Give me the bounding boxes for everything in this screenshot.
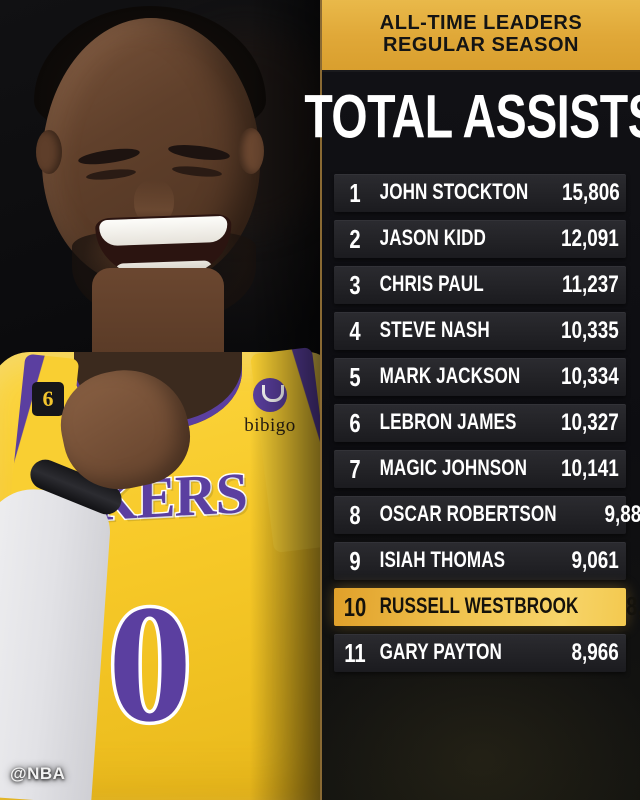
- row-rank: 5: [349, 361, 361, 392]
- row-assists-value: 9,061: [571, 547, 619, 574]
- row-player-name: OSCAR ROBERTSON: [379, 502, 557, 527]
- page-title: TOTAL ASSISTS: [304, 82, 640, 152]
- row-assists-value: 10,334: [560, 363, 619, 390]
- row-assists-value: 10,141: [560, 455, 619, 482]
- player-ear-left: [36, 130, 62, 174]
- row-rank: 6: [349, 407, 361, 438]
- row-assists-value: 8,967: [626, 591, 640, 621]
- sponsor-patch: bibigo: [222, 378, 318, 437]
- row-player-name: CHRIS PAUL: [379, 272, 484, 297]
- player-teeth-upper: [99, 215, 228, 247]
- leaderboard-list: 1 JOHN STOCKTON 15,806 2 JASON KIDD 12,091 3 CH…: [322, 162, 640, 672]
- row-rank: 2: [349, 223, 361, 254]
- row-player-name: MARK JACKSON: [379, 364, 521, 389]
- sponsor-label: bibigo: [244, 415, 296, 436]
- leaderboard-row: 9 ISIAH THOMAS 9,061: [334, 542, 626, 580]
- row-player-name: MAGIC JOHNSON: [379, 456, 528, 481]
- row-player-name: LEBRON JAMES: [379, 410, 517, 435]
- leaderboard-row: 11 GARY PAYTON 8,966: [334, 634, 626, 672]
- title-area: TOTAL ASSISTS: [304, 72, 640, 162]
- row-assists-value: 15,806: [562, 179, 621, 206]
- row-player-name: STEVE NASH: [379, 318, 490, 343]
- row-rank: 4: [349, 315, 361, 346]
- nba-watermark: @NBA: [10, 764, 66, 783]
- leaderboard-row: 8 OSCAR ROBERTSON 9,887: [334, 496, 640, 534]
- leaderboard-row: 3 CHRIS PAUL 11,237: [334, 266, 626, 304]
- row-rank: 11: [344, 637, 366, 668]
- row-player-name: JASON KIDD: [379, 226, 486, 251]
- banner-line-2: REGULAR SEASON: [383, 34, 579, 56]
- leaderboard-row: 10 RUSSELL WESTBROOK 8,967: [334, 588, 640, 626]
- row-rank: 8: [349, 499, 361, 530]
- leaderboard-row: 7 MAGIC JOHNSON 10,141: [334, 450, 626, 488]
- row-rank: 3: [349, 269, 361, 300]
- row-player-name: ISIAH THOMAS: [379, 548, 506, 573]
- row-assists-value: 10,327: [560, 409, 619, 436]
- row-rank: 1: [349, 177, 361, 208]
- row-rank: 7: [349, 453, 361, 484]
- banner-line-1: ALL-TIME LEADERS: [379, 12, 583, 35]
- memorial-patch-6: 6: [32, 382, 64, 416]
- row-player-name: GARY PAYTON: [379, 640, 502, 665]
- stats-panel: ALL-TIME LEADERS REGULAR SEASON TOTAL AS…: [304, 0, 640, 800]
- row-assists-value: 9,887: [604, 501, 640, 528]
- leaderboard-row: 5 MARK JACKSON 10,334: [334, 358, 626, 396]
- row-rank: 10: [343, 591, 367, 622]
- row-assists-value: 8,966: [571, 639, 619, 666]
- leaderboard-row: 2 JASON KIDD 12,091: [334, 220, 626, 258]
- bibigo-logo-icon: [253, 378, 287, 412]
- row-assists-value: 12,091: [560, 225, 619, 252]
- player-photo: 6 bibigo AKERS 0 @NBA: [0, 0, 320, 800]
- row-player-name: JOHN STOCKTON: [379, 180, 529, 205]
- row-rank: 9: [349, 545, 361, 576]
- leaderboard-row: 1 JOHN STOCKTON 15,806: [334, 174, 626, 212]
- leaderboard-row: 4 STEVE NASH 10,335: [334, 312, 626, 350]
- jersey-number: 0: [105, 571, 196, 757]
- player-ear-right: [238, 128, 264, 174]
- row-player-name: RUSSELL WESTBROOK: [379, 594, 579, 619]
- row-assists-value: 11,237: [562, 271, 619, 298]
- row-assists-value: 10,335: [560, 317, 619, 344]
- header-banner: ALL-TIME LEADERS REGULAR SEASON: [322, 0, 640, 72]
- leaderboard-row: 6 LEBRON JAMES 10,327: [334, 404, 626, 442]
